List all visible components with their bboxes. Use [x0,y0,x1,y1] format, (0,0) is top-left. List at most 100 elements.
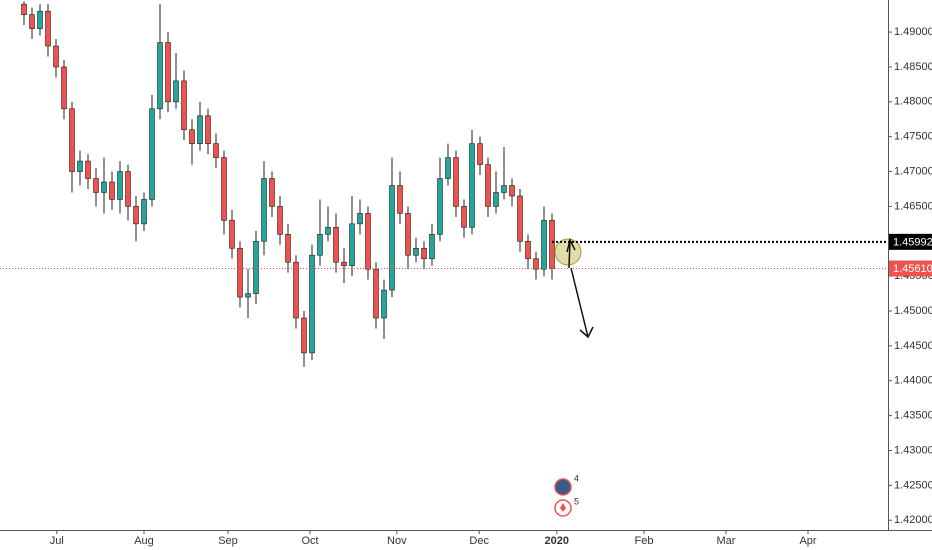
candle-body [133,206,139,225]
y-tick-label: 1.48000 [894,96,932,108]
candle-body [477,143,483,165]
candle-body [213,143,219,158]
candle-body [317,234,323,256]
candle-body [29,14,35,29]
candle-body [493,192,499,207]
x-tick-label: Dec [469,535,489,547]
candle-body [53,45,59,68]
x-tick-label: Oct [301,535,318,547]
candle-body [341,261,347,266]
candle-body [293,261,299,319]
x-tick-label: Aug [134,535,154,547]
candle-body [261,178,267,242]
candle-body [141,199,147,225]
candle-body [149,108,155,200]
price-label: 1.45610 [893,263,932,275]
candle-body [245,293,251,298]
candle-body [301,317,307,354]
candle-body [197,115,203,144]
annotation [554,237,594,339]
candle-body [157,42,163,110]
candle-body [469,143,475,228]
candle-body [517,195,523,242]
candle-body [381,289,387,319]
candle-body [117,171,123,200]
event-count: 5 [574,496,579,506]
candle-body [373,268,379,319]
candle-body [349,223,355,266]
candle-body [269,178,275,207]
flag-leaf [560,503,566,512]
candle-body [221,157,227,221]
arrow-down [570,267,594,339]
highlight-circle [554,238,582,266]
candle-body [309,254,315,354]
candle-body [229,220,235,249]
candle-body [421,247,427,260]
candle-body [333,227,339,263]
candle-body [357,213,363,225]
y-tick-label: 1.42500 [894,479,932,491]
candle-body [277,206,283,235]
candle-body [461,206,467,228]
y-tick-label: 1.43000 [894,444,932,456]
y-tick-label: 1.43500 [894,410,932,422]
y-tick-label: 1.44000 [894,375,932,387]
candle-body [445,157,451,179]
x-tick-label: Jul [50,535,64,547]
candle-body [365,213,371,270]
candle-body [125,171,131,207]
candle-body [525,240,531,260]
candle-body [437,178,443,235]
event-count: 4 [574,473,579,483]
candle-body [45,10,51,47]
candle-body [453,157,459,207]
x-tick-label: Sep [218,535,238,547]
candle-body [541,220,547,270]
events: 4 5 [554,473,579,517]
candle-body [325,227,331,235]
candle-body [237,247,243,298]
x-tick-label: Mar [717,535,736,547]
candle-body [549,220,555,269]
x-tick-label: Apr [799,535,816,547]
candle-body [485,164,491,207]
candle-body [389,185,395,291]
price-label-box [889,260,932,277]
candle-body [85,160,91,179]
candle-body [37,10,43,29]
x-tick-label: Nov [387,535,407,547]
price-label: 1.45992 [893,236,932,248]
y-tick-label: 1.45000 [894,305,932,317]
candle-body [101,181,107,193]
candle-body [109,181,115,200]
candle-body [285,234,291,263]
y-tick-label: 1.44500 [894,340,932,352]
candle-body [21,3,27,15]
price-label-box [889,233,932,250]
candle-body [181,80,187,131]
candle-body [405,213,411,256]
event-icon[interactable] [554,478,572,496]
candle-body [501,185,507,193]
candle-body [413,247,419,256]
candle-body [397,185,403,214]
x-tick-label: Feb [635,535,654,547]
candle-body [69,108,75,172]
x-tick-label: 2020 [545,535,569,547]
arrow-up [566,237,576,269]
candle-body [205,115,211,144]
y-tick-label: 1.46500 [894,200,932,212]
plot-area [21,1,555,367]
candle-body [189,129,195,144]
candle-body [429,234,435,260]
candle-body [77,160,83,172]
y-tick-label: 1.49000 [894,26,932,38]
y-tick-label: 1.47500 [894,131,932,143]
y-tick-label: 1.47000 [894,165,932,177]
candle-body [173,80,179,103]
candle-body [165,42,171,103]
